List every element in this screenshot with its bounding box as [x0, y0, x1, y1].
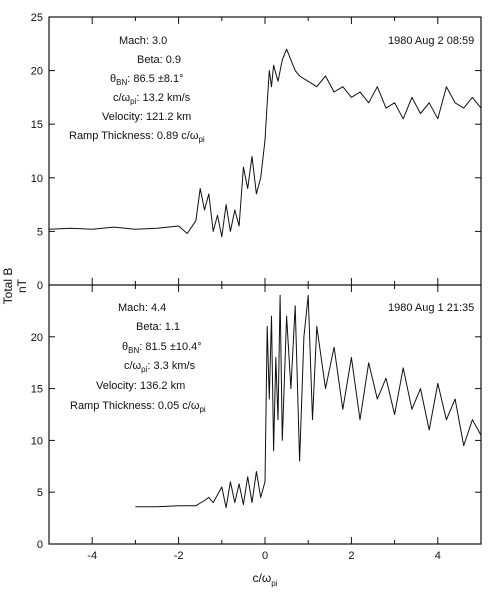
top-y-tick-label: 10 [31, 173, 43, 185]
y-axis-label-line1: Total B [1, 268, 15, 305]
bottom-ramp-text: Ramp Thickness: 0.05 c/ω [70, 400, 200, 412]
bottom-theta-value: : 81.5 ±10.4° [139, 341, 201, 353]
top-series-line [48, 48, 482, 238]
bottom-series-line [135, 294, 482, 509]
bottom-theta-label: θBN: 81.5 ±10.4° [122, 341, 202, 355]
bottom-inertial-symbol: c/ω [124, 360, 142, 372]
top-ramp-text: Ramp Thickness: 0.89 c/ω [69, 130, 199, 142]
bottom-date-label: 1980 Aug 1 21:35 [388, 302, 474, 314]
bottom-inertial-value: : 3.3 km/s [147, 360, 195, 372]
bottom-beta-label: Beta: 1.1 [136, 321, 180, 333]
top-velocity-label: Velocity: 121.2 km [102, 111, 191, 123]
bottom-ramp-sub: pi [199, 405, 205, 414]
top-ramp-sub: pi [198, 135, 204, 144]
bottom-y-tick-label: 10 [31, 435, 43, 447]
top-inertial-symbol: c/ω [113, 92, 131, 104]
x-tick-label: 0 [262, 550, 268, 562]
top-beta-label: Beta: 0.9 [137, 54, 181, 66]
top-ramp-label: Ramp Thickness: 0.89 c/ωpi [69, 130, 205, 144]
top-y-tick-label: 25 [31, 12, 43, 24]
x-axis-label-main: c/ω [253, 571, 272, 585]
y-axis-title: Total B nT [1, 268, 29, 305]
top-panel-annotations: Mach: 3.0 Beta: 0.9 θBN: 86.5 ±8.1° c/ωp… [69, 35, 474, 144]
bottom-mach-label: Mach: 4.4 [118, 302, 166, 314]
bottom-y-tick-label: 15 [31, 384, 43, 396]
bottom-panel-annotations: Mach: 4.4 Beta: 1.1 θBN: 81.5 ±10.4° c/ω… [70, 302, 474, 414]
top-inertial-value: : 13.2 km/s [136, 92, 190, 104]
x-tick-label: -2 [174, 550, 184, 562]
bottom-theta-sub: BN [128, 346, 139, 355]
bottom-inertial-sub: pi [141, 365, 147, 374]
top-theta-value: : 86.5 ±8.1° [127, 73, 183, 85]
x-tick-label: -4 [87, 550, 97, 562]
bottom-y-tick-label: 20 [31, 332, 43, 344]
top-theta-sub: BN [116, 78, 127, 87]
bottom-velocity-label: Velocity: 136.2 km [96, 380, 185, 392]
top-inertial-sub: pi [130, 97, 136, 106]
chart-marks: 0 5 10 15 20 25 0 5 10 15 20 -4 -2 0 2 4 [31, 12, 482, 562]
top-theta-label: θBN: 86.5 ±8.1° [110, 73, 184, 87]
top-theta-symbol: θ [110, 73, 116, 85]
top-y-tick-label: 20 [31, 66, 43, 78]
top-inertial-label: c/ωpi: 13.2 km/s [113, 92, 191, 106]
top-date-label: 1980 Aug 2 08:59 [388, 35, 474, 47]
top-y-tick-label: 15 [31, 119, 43, 131]
top-mach-label: Mach: 3.0 [119, 35, 167, 47]
bottom-y-tick-label: 0 [37, 539, 43, 551]
bottom-inertial-label: c/ωpi: 3.3 km/s [124, 360, 196, 374]
x-tick-label: 2 [348, 550, 354, 562]
x-tick-label: 4 [435, 550, 441, 562]
bottom-theta-symbol: θ [122, 341, 128, 353]
top-y-tick-label: 0 [37, 280, 43, 292]
bottom-ramp-label: Ramp Thickness: 0.05 c/ωpi [70, 400, 206, 414]
x-axis-title: c/ωpi [253, 571, 278, 588]
x-axis-label-sub: pi [271, 579, 277, 588]
y-axis-label-line2: nT [15, 278, 29, 293]
top-y-tick-label: 5 [37, 226, 43, 238]
bottom-y-tick-label: 5 [37, 487, 43, 499]
